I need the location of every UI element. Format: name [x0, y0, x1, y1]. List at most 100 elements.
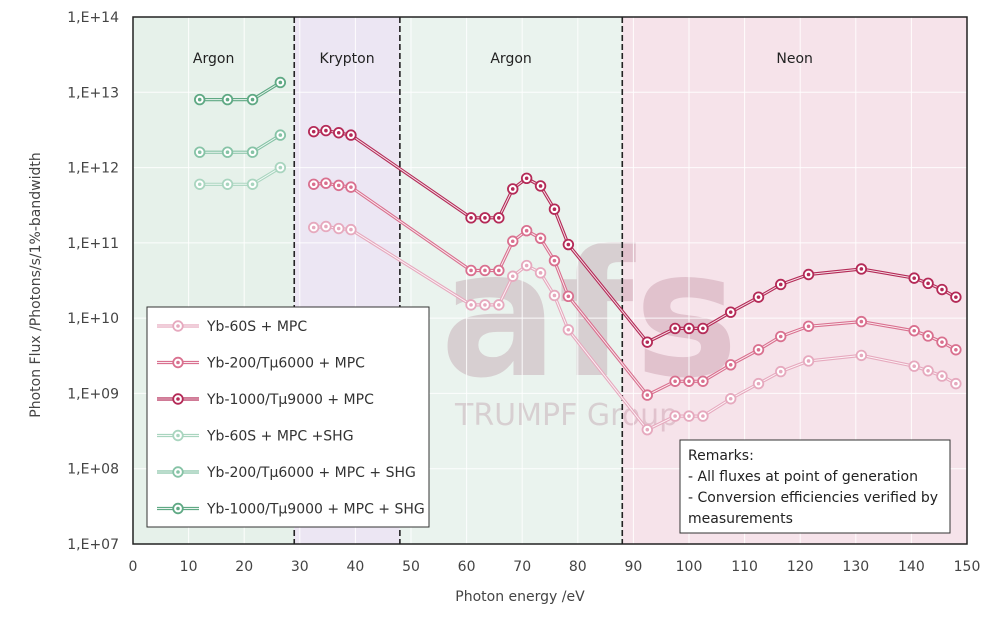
data-point-center	[497, 216, 501, 220]
x-tick-labels: 0 10 20 30 40 50 60 70 80 90 100 110 120 130 140 150	[129, 559, 981, 575]
data-point-center	[197, 150, 202, 155]
data-point-center	[510, 239, 515, 244]
data-point-center	[524, 263, 529, 268]
data-point-center	[954, 381, 958, 386]
legend-label: Yb-200/Tµ6000 + MPC + SHG	[206, 465, 416, 481]
y-tick-label: 1,E+12	[67, 161, 119, 177]
data-point-center	[552, 293, 557, 298]
data-point-center	[324, 181, 328, 186]
data-point-center	[645, 340, 650, 344]
data-point-center	[349, 227, 353, 232]
region-label-1: Krypton	[320, 51, 375, 67]
data-point-center	[859, 267, 864, 271]
data-point-center	[311, 225, 316, 230]
data-point-center	[806, 359, 811, 363]
data-point-center	[349, 133, 353, 137]
data-point-center	[278, 80, 283, 85]
data-point-center	[497, 268, 501, 273]
y-tick-label: 1,E+13	[67, 85, 119, 101]
data-point-center	[728, 363, 733, 367]
data-point-center	[510, 274, 515, 279]
legend-label: Yb-60S + MPC +SHG	[206, 429, 354, 445]
data-point-center	[756, 347, 761, 352]
data-point-center	[954, 347, 958, 352]
data-point-center	[912, 328, 916, 333]
legend-item-1: Yb-200/Tµ6000 + MPC	[157, 356, 365, 372]
series-2	[308, 124, 962, 348]
data-point-center	[687, 326, 691, 331]
region-label-3: Neon	[776, 51, 813, 67]
data-point-center	[510, 187, 515, 191]
data-point-center	[250, 150, 255, 155]
data-point-center	[566, 328, 571, 332]
legend-swatch-marker-center	[176, 433, 180, 438]
x-tick-label: 50	[402, 559, 420, 575]
data-point-center	[673, 414, 677, 418]
y-tick-label: 1,E+08	[67, 462, 119, 478]
x-tick-label: 0	[129, 559, 138, 575]
series-4	[194, 129, 287, 158]
y-tick-labels: 1,E+07 1,E+08 1,E+09 1,E+10 1,E+11 1,E+12 1,E+…	[67, 10, 119, 553]
series-line-inner	[199, 167, 281, 185]
y-tick-label: 1,E+09	[67, 386, 119, 402]
data-point-center	[225, 150, 230, 155]
watermark-group-text: TRUMPF Group	[454, 398, 678, 433]
data-point-center	[912, 364, 916, 368]
data-point-center	[324, 128, 328, 133]
legend-label: Yb-60S + MPC	[206, 319, 307, 335]
legend-swatch-marker-center	[176, 470, 180, 474]
data-point-center	[524, 176, 529, 181]
data-point-center	[701, 326, 705, 331]
legend: Yb-60S + MPC Yb-200/Tµ6000 + MPC Yb-1000/T…	[146, 306, 430, 528]
data-point-center	[225, 182, 230, 187]
legend-item-2: Yb-1000/Tµ9000 + MPC	[157, 392, 374, 408]
x-tick-label: 10	[180, 559, 198, 575]
data-point-center	[954, 295, 958, 299]
data-point-center	[687, 379, 691, 384]
series-3	[194, 161, 287, 190]
series-0	[308, 220, 962, 436]
legend-item-0: Yb-60S + MPC	[157, 319, 307, 335]
data-point-center	[756, 381, 761, 386]
data-point-center	[940, 287, 944, 292]
data-point-center	[311, 129, 316, 134]
data-point-center	[673, 379, 677, 384]
remarks-frame	[679, 439, 951, 534]
data-point-center	[552, 258, 557, 263]
data-point-center	[250, 182, 255, 187]
x-tick-label: 140	[898, 559, 925, 575]
data-point-center	[469, 268, 473, 273]
data-point-center	[806, 272, 811, 277]
series-line-inner	[199, 134, 281, 153]
y-tick-label: 1,E+14	[67, 10, 119, 26]
remarks-line-1: - All fluxes at point of generation	[688, 469, 918, 485]
data-point-center	[701, 379, 705, 384]
x-tick-label: 80	[569, 559, 587, 575]
region-label-2: Argon	[490, 51, 531, 67]
data-point-center	[645, 393, 650, 397]
legend-swatch-marker-center	[176, 324, 180, 328]
region-label-0: Argon	[193, 51, 234, 67]
data-point-center	[859, 353, 864, 358]
data-point-center	[728, 396, 733, 401]
data-point-center	[806, 324, 811, 329]
x-tick-label: 90	[624, 559, 642, 575]
data-point-center	[278, 165, 283, 170]
data-point-center	[566, 242, 571, 247]
watermark-logo-text: afs	[440, 214, 738, 417]
data-point-center	[483, 303, 487, 307]
data-point-center	[778, 282, 783, 287]
legend-label: Yb-1000/Tµ9000 + MPC	[206, 392, 374, 408]
data-point-center	[778, 334, 783, 339]
x-tick-label: 120	[787, 559, 814, 575]
legend-swatch-marker-center	[176, 506, 180, 511]
data-point-center	[483, 216, 487, 220]
data-point-center	[349, 185, 353, 189]
remarks-box: Remarks: - All fluxes at point of genera…	[679, 439, 951, 534]
remarks-line-2: - Conversion efficiencies verified by	[688, 490, 938, 506]
data-series	[194, 76, 962, 436]
y-tick-label: 1,E+10	[67, 311, 119, 327]
data-point-center	[524, 228, 529, 233]
data-point-center	[926, 281, 930, 286]
